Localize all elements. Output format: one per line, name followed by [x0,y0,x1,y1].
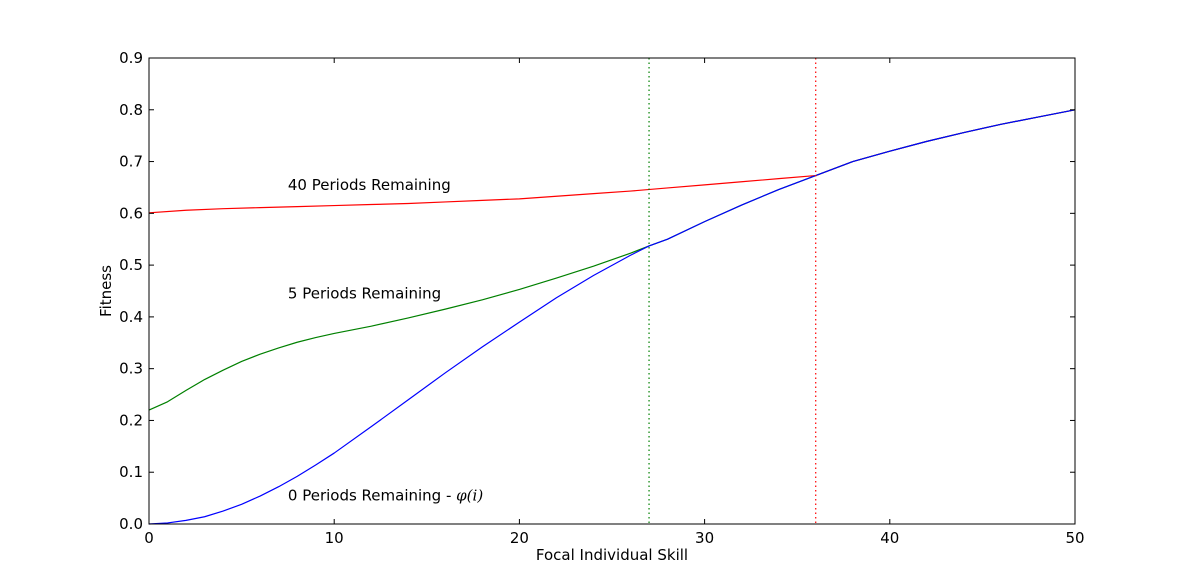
y-tick-label: 0.4 [119,308,143,326]
y-tick-label: 0.8 [119,101,143,119]
x-tick-label: 40 [880,529,899,547]
x-tick-label: 30 [695,529,714,547]
annotation-0: 40 Periods Remaining [288,176,451,194]
plot-series [148,109,1076,525]
y-tick-label: 0.6 [119,204,143,222]
plot-frame [148,57,1076,525]
plot-vlines [648,58,817,524]
y-tick-label: 0.5 [119,256,143,274]
x-tick-label: 10 [325,529,344,547]
x-tick-label: 0 [144,529,154,547]
y-tick-label: 0.2 [119,411,143,429]
y-axis-ticks: 0.0 0.1 0.2 0.3 0.4 0.5 0.6 0.7 0.8 0.9 [119,49,1075,533]
y-tick-label: 0.3 [119,360,143,378]
y-tick-label: 0.0 [119,515,143,533]
y-tick-label: 0.1 [119,463,143,481]
annotation-1: 5 Periods Remaining [288,285,441,303]
series-line-0 [148,109,1076,214]
annotation-2: 0 Periods Remaining - φ(i) [288,487,483,505]
x-axis-ticks: 0 10 20 30 40 50 [144,58,1085,547]
annotations: 40 Periods Remaining 5 Periods Remaining 0… [288,176,483,505]
x-axis-label: Focal Individual Skill [536,546,688,564]
x-tick-label: 50 [1065,529,1084,547]
series-line-1 [148,109,1076,411]
y-tick-label: 0.9 [119,49,143,67]
y-tick-label: 0.7 [119,153,143,171]
y-axis-label: Fitness [97,265,115,317]
series-line-2 [148,109,1076,525]
x-tick-label: 20 [510,529,529,547]
